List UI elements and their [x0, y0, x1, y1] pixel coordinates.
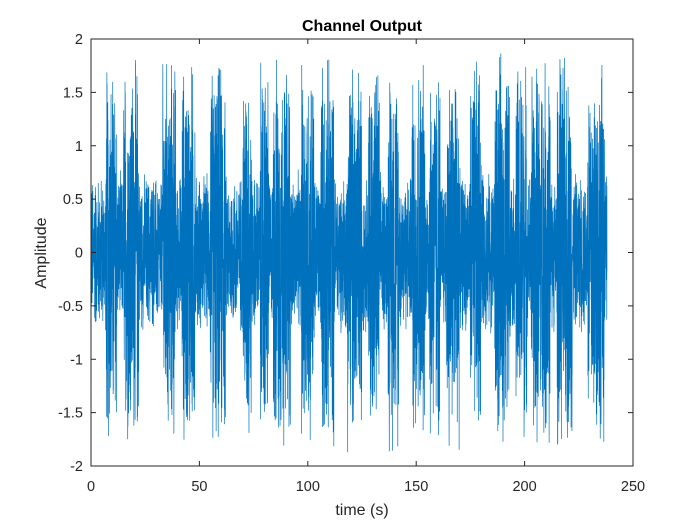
- y-ticks: -2 -1.5 -1 -0.5 0 0.5 1 1.5 2: [58, 32, 633, 475]
- x-tick-label: 100: [296, 479, 320, 495]
- y-tick-label: -1: [70, 352, 83, 368]
- y-tick-label: -2: [70, 459, 83, 475]
- y-tick-label: -1.5: [58, 406, 83, 422]
- y-axis-label: Amplitude: [33, 217, 50, 288]
- y-tick-label: 1.5: [63, 85, 83, 101]
- x-tick-label: 150: [404, 479, 428, 495]
- y-tick-label: -0.5: [58, 299, 83, 315]
- series-line: [90, 53, 608, 453]
- x-tick-label: 200: [512, 479, 536, 495]
- x-tick-label: 50: [191, 479, 207, 495]
- series-layer: [90, 53, 608, 453]
- y-tick-label: 2: [75, 32, 83, 48]
- y-tick-label: 0.5: [63, 192, 83, 208]
- y-tick-label: 1: [75, 139, 83, 155]
- x-tick-label: 0: [87, 479, 95, 495]
- chart-title: Channel Output: [302, 18, 423, 35]
- x-ticks: 0 50 100 150 200 250: [87, 39, 645, 495]
- x-axis-label: time (s): [335, 502, 388, 519]
- x-tick-label: 250: [621, 479, 645, 495]
- y-tick-label: 0: [75, 246, 83, 262]
